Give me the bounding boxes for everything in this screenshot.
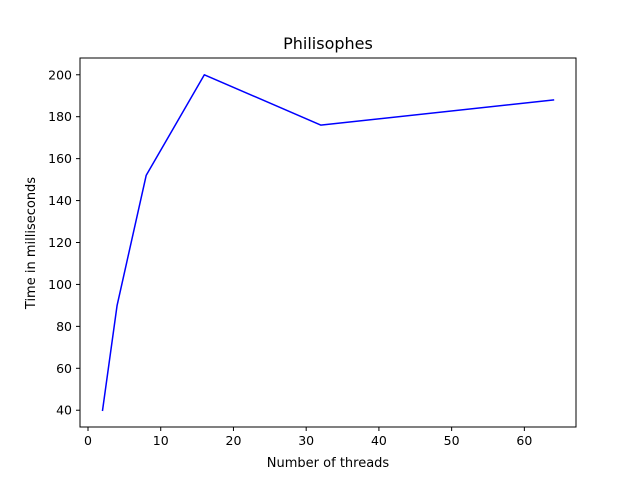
plot-area: 0 10 20 30 40 50 60 40 60 80 100 120 140 160 180 200 [48, 57, 577, 448]
y-tick-label: 160 [48, 151, 72, 166]
x-tick-label: 20 [226, 433, 242, 448]
y-tick-label: 140 [48, 193, 72, 208]
y-axis-label: Time in milliseconds [24, 177, 39, 310]
y-tick-label: 40 [56, 403, 72, 418]
x-tick-label: 30 [298, 433, 314, 448]
y-tick-label: 60 [56, 361, 72, 376]
x-tick-label: 50 [444, 433, 460, 448]
chart-title: Philisophes [283, 34, 373, 53]
y-tick-label: 80 [56, 319, 72, 334]
x-axis-label: Number of threads [267, 456, 390, 471]
x-tick-label: 0 [84, 433, 92, 448]
series-line-0 [101, 74, 555, 412]
y-tick-label: 200 [48, 67, 72, 82]
y-tick-label: 120 [48, 235, 72, 250]
x-tick-label: 40 [371, 433, 387, 448]
x-tick-label: 10 [153, 433, 169, 448]
y-tick-label: 100 [48, 277, 72, 292]
y-tick-label: 180 [48, 109, 72, 124]
x-tick-label: 60 [516, 433, 532, 448]
